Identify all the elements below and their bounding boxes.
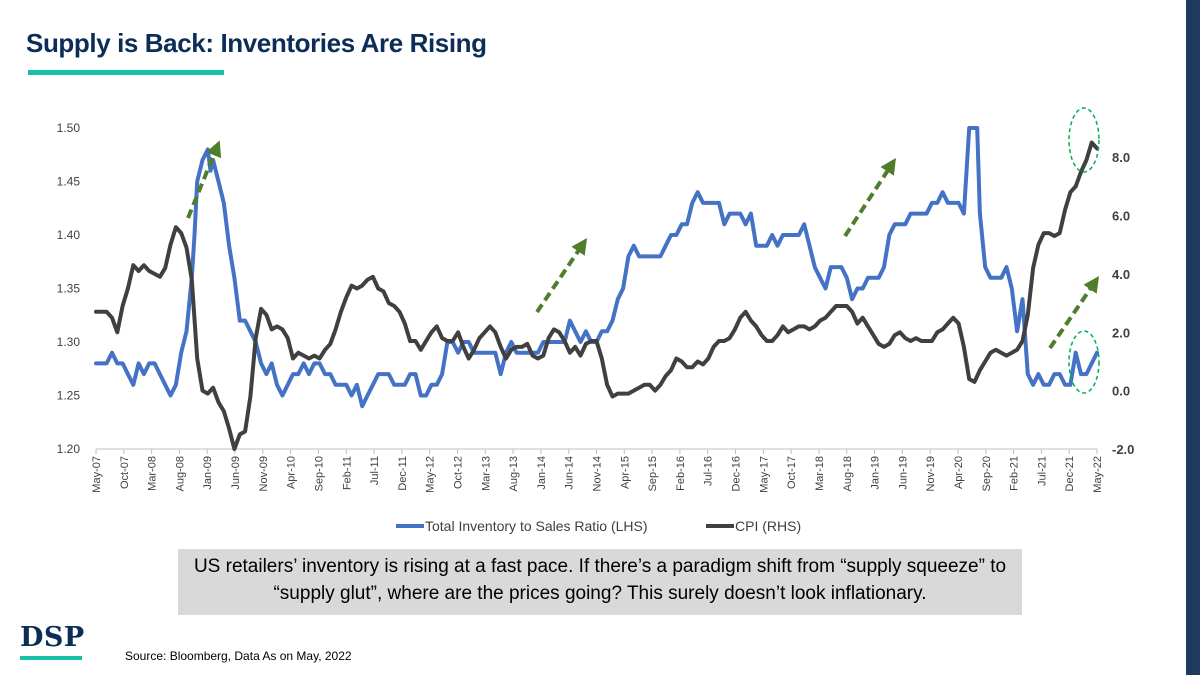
x-tick-label: Dec-21 [1064, 456, 1076, 491]
y-left-tick-label: 1.35 [57, 282, 81, 296]
x-tick-label: Jan-19 [870, 456, 882, 490]
x-tick-label: Jun-14 [564, 456, 576, 490]
title-underline [28, 70, 224, 75]
source-note: Source: Bloomberg, Data As on May, 2022 [125, 649, 352, 663]
x-tick-label: Jun-09 [230, 456, 242, 490]
chart: 1.20 1.25 1.30 1.35 1.40 1.45 1.50 -2.0 0.0 2.0 4.… [57, 107, 1134, 534]
y-left-tick-label: 1.30 [57, 335, 81, 349]
x-tick-label: Nov-09 [258, 456, 270, 491]
y-right-tick-label: 6.0 [1112, 209, 1130, 224]
x-tick-label: Feb-16 [675, 456, 687, 491]
inventory-latest-highlight-circle [1068, 330, 1100, 394]
trend-arrow-icon [535, 238, 588, 314]
slide-title: Supply is Back: Inventories Are Rising [26, 28, 487, 58]
legend-inventory-label: Total Inventory to Sales Ratio (LHS) [425, 518, 648, 534]
x-tick-label: Oct-12 [452, 456, 464, 489]
dsp-logo: DSP [20, 622, 85, 653]
cpi-line [94, 140, 1099, 451]
trend-arrow-icon [843, 157, 896, 238]
x-tick-label: Feb-11 [341, 456, 353, 490]
x-tick-label: May-12 [425, 456, 437, 493]
x-tick-label: May-22 [1092, 456, 1104, 493]
x-tick-label: Jan-14 [536, 456, 548, 490]
x-tick-label: Mar-18 [814, 456, 826, 491]
y-right-tick-label: 8.0 [1112, 150, 1130, 165]
x-tick-label: May-07 [91, 456, 103, 493]
legend-cpi-label: CPI (RHS) [735, 518, 801, 534]
x-tick-label: Apr-15 [619, 456, 631, 489]
logo-underline [20, 656, 82, 660]
x-tick-label: Jul-21 [1036, 456, 1048, 486]
x-tick-label: Aug-08 [174, 456, 186, 491]
y-right-tick-label: -2.0 [1112, 442, 1134, 457]
x-tick-label: May-17 [758, 456, 770, 493]
trend-arrow-icon [1048, 276, 1100, 350]
x-tick-label: Feb-21 [1009, 456, 1021, 491]
x-tick-label: Mar-08 [147, 456, 159, 491]
x-tick-label: Jan-09 [202, 456, 214, 490]
x-tick-label: Jul-16 [703, 456, 715, 486]
x-tick-label: Apr-10 [286, 456, 298, 489]
y-left-tick-label: 1.40 [57, 228, 81, 242]
y-left-tick-label: 1.45 [57, 175, 81, 189]
slide-edge-bar [1186, 0, 1200, 675]
x-tick-label: Nov-14 [592, 456, 604, 491]
x-tick-label: Dec-11 [397, 456, 409, 491]
y-right-tick-label: 0.0 [1112, 384, 1130, 399]
y-right-tick-label: 4.0 [1112, 267, 1130, 282]
x-tick-label: Aug-18 [842, 456, 854, 491]
x-tick-label: Oct-07 [119, 456, 131, 489]
x-tick-label: Sep-20 [981, 456, 993, 491]
y-right-tick-label: 2.0 [1112, 325, 1130, 340]
x-tick-label: Apr-20 [953, 456, 965, 489]
y-left-tick-label: 1.50 [57, 121, 81, 135]
x-tick-label: Aug-13 [508, 456, 520, 491]
x-tick-label: Sep-10 [313, 456, 325, 491]
trend-arrow-icon [186, 140, 222, 219]
x-tick-label: Mar-13 [480, 456, 492, 491]
y-left-tick-label: 1.25 [57, 389, 81, 403]
x-tick-label: Nov-19 [925, 456, 937, 491]
x-tick-label: Dec-16 [731, 456, 743, 491]
x-tick-label: Jun-19 [897, 456, 909, 490]
y-left-tick-label: 1.20 [57, 442, 81, 456]
x-tick-label: Jul-11 [369, 456, 381, 485]
x-tick-label: Oct-17 [786, 456, 798, 489]
commentary-box: US retailers’ inventory is rising at a f… [178, 549, 1022, 615]
x-tick-label: Sep-15 [647, 456, 659, 491]
cpi-peak-highlight-circle [1068, 107, 1100, 173]
inventory-sales-line [94, 126, 1099, 409]
